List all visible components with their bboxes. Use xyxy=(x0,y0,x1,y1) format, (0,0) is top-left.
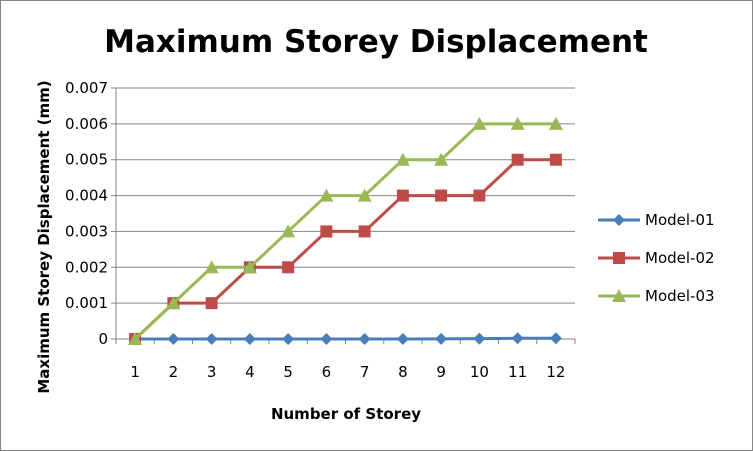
data-point xyxy=(549,332,562,345)
data-point xyxy=(204,260,219,274)
x-tick-label: 6 xyxy=(322,363,332,381)
x-axis-ticks: 1 2 3 4 5 6 7 8 9 10 11 12 xyxy=(115,339,576,381)
data-point xyxy=(205,333,218,345)
legend: Model-01 Model-02 Model-03 xyxy=(598,211,715,305)
y-tick-label: 0.005 xyxy=(65,151,108,169)
legend-item: Model-03 xyxy=(598,287,715,305)
data-point xyxy=(358,225,371,238)
x-tick-label: 1 xyxy=(130,363,140,381)
legend-label: Model-01 xyxy=(645,211,715,229)
y-tick-label: 0.004 xyxy=(65,187,108,205)
series-line xyxy=(135,336,556,341)
data-point xyxy=(320,225,333,238)
data-point xyxy=(395,152,410,166)
data-point xyxy=(473,332,486,345)
legend-label: Model-03 xyxy=(645,287,715,305)
x-tick-label: 7 xyxy=(360,363,370,381)
legend-marker xyxy=(612,289,626,302)
data-point xyxy=(357,188,372,202)
y-axis-ticks: 0 0.001 0.002 0.003 0.004 0.005 0.006 0.007 xyxy=(65,79,116,348)
series-line xyxy=(134,158,556,341)
data-point xyxy=(511,332,524,345)
data-point xyxy=(472,116,487,130)
chart-title: Maximum Storey Displacement xyxy=(104,24,648,60)
x-tick-label: 11 xyxy=(508,363,527,381)
legend-marker xyxy=(613,214,625,226)
data-point xyxy=(128,332,143,345)
data-point xyxy=(435,332,448,345)
data-point xyxy=(282,261,295,274)
data-point xyxy=(243,333,256,345)
data-point xyxy=(473,189,486,202)
y-tick-label: 0 xyxy=(98,330,108,348)
data-point xyxy=(511,153,524,166)
data-point xyxy=(434,152,449,166)
series-model-02 xyxy=(129,153,562,345)
data-point xyxy=(435,189,448,202)
data-point xyxy=(549,153,562,166)
x-tick-label: 4 xyxy=(245,363,255,381)
x-tick-label: 8 xyxy=(398,363,408,381)
data-point xyxy=(167,333,180,345)
y-tick-label: 0.006 xyxy=(65,115,108,133)
x-axis-title: Number of Storey xyxy=(271,405,421,423)
x-tick-label: 5 xyxy=(283,363,293,381)
legend-item: Model-01 xyxy=(598,211,715,229)
data-point xyxy=(166,296,181,310)
y-tick-label: 0.001 xyxy=(65,294,108,312)
y-tick-label: 0.002 xyxy=(65,258,108,276)
x-tick-label: 12 xyxy=(546,363,565,381)
data-point xyxy=(242,260,257,274)
x-tick-label: 2 xyxy=(169,363,179,381)
data-point xyxy=(319,188,334,202)
data-point xyxy=(510,116,525,130)
series-model-03 xyxy=(128,116,563,345)
legend-label: Model-02 xyxy=(645,249,715,267)
legend-item: Model-02 xyxy=(598,249,715,267)
series-model-01 xyxy=(129,332,562,345)
data-point xyxy=(396,189,409,202)
x-tick-label: 3 xyxy=(207,363,217,381)
x-tick-label: 10 xyxy=(470,363,489,381)
data-point xyxy=(320,333,333,345)
y-tick-label: 0.003 xyxy=(65,222,108,240)
y-axis-title: Maximum Storey Displacement (mm) xyxy=(35,80,53,393)
data-point xyxy=(282,333,295,345)
series-layer xyxy=(128,116,563,345)
data-point xyxy=(205,297,218,310)
axes xyxy=(115,88,575,340)
legend-marker xyxy=(613,252,625,264)
y-tick-label: 0.007 xyxy=(65,79,108,97)
data-point xyxy=(358,333,371,345)
data-point xyxy=(548,116,563,130)
data-point xyxy=(396,333,409,345)
data-point xyxy=(281,224,296,238)
x-tick-label: 9 xyxy=(436,363,446,381)
